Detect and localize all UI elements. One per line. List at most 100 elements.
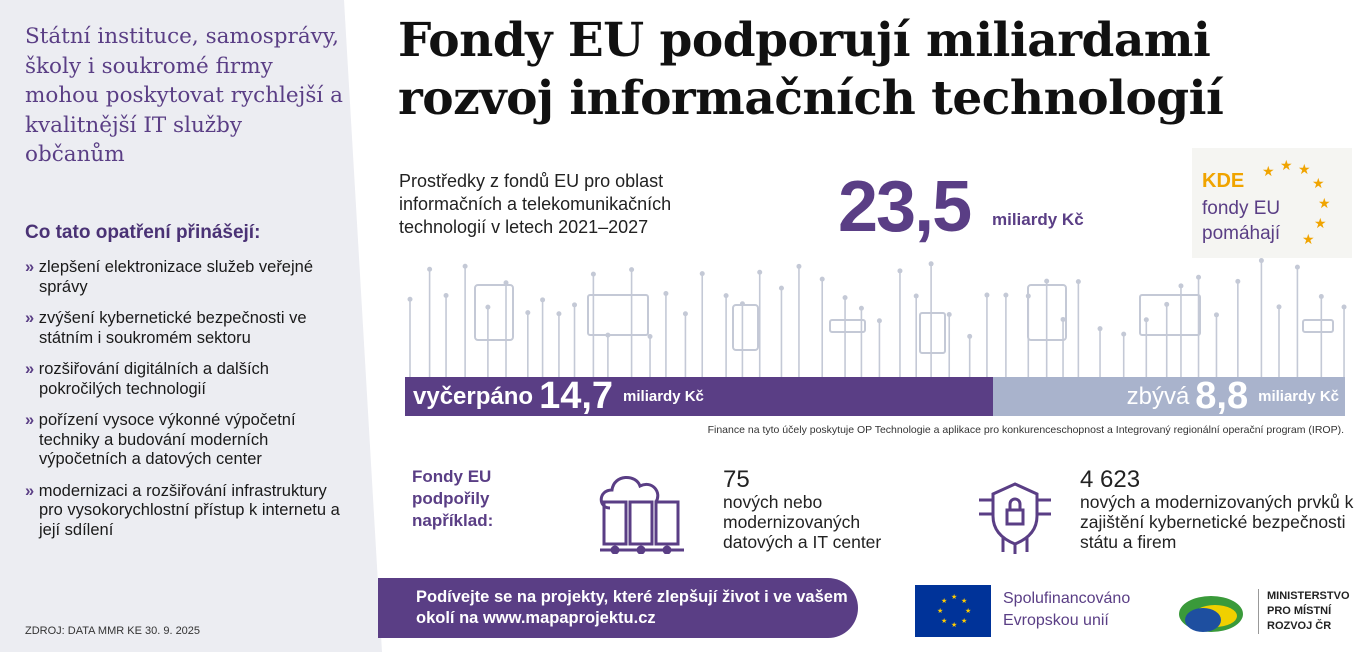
circuit-node xyxy=(1060,316,1066,322)
circuit-node xyxy=(663,291,669,297)
circuit-node xyxy=(605,332,611,338)
stat-value: 4 623 xyxy=(1080,466,1141,493)
circuit-node xyxy=(1121,331,1127,337)
eu-cofinanced-text: Spolufinancováno Evropskou unií xyxy=(1003,590,1131,629)
circuit-node xyxy=(739,301,745,307)
spent-bar: vyčerpáno 14,7 miliardy Kč xyxy=(405,375,993,417)
circuit-node xyxy=(1318,294,1324,300)
benefit-item: modernizaci a rozšiřování infrastruktury… xyxy=(25,482,345,541)
mmr-logo-icon xyxy=(1179,596,1243,632)
laptop-icon xyxy=(1139,294,1201,336)
kde-fondy-logo: KDE fondy EU pomáhají ★ ★ ★ ★ ★ ★ ★ xyxy=(1192,148,1352,258)
circuit-node xyxy=(1341,304,1347,310)
financing-note: Finance na tyto účely poskytuje OP Techn… xyxy=(707,424,1344,436)
logo-line: KDE xyxy=(1202,170,1245,192)
circuit-node xyxy=(590,271,596,277)
circuit-node xyxy=(682,311,688,317)
remaining-label: zbývá xyxy=(1126,382,1190,410)
source-note: ZDROJ: DATA MMR KE 30. 9. 2025 xyxy=(25,625,201,637)
circuit-node xyxy=(967,333,973,339)
circuit-node xyxy=(946,311,952,317)
circuit-node xyxy=(897,268,903,274)
circuit-node xyxy=(984,292,990,298)
svg-text:★: ★ xyxy=(951,593,957,601)
circuit-node xyxy=(858,305,864,311)
benefit-item: rozšiřování digitálních a dalších pokroč… xyxy=(25,360,345,399)
stat-text: nových nebo modernizovaných datových a I… xyxy=(723,492,882,552)
main-title: Fondy EU podporují miliardami rozvoj inf… xyxy=(398,13,1224,126)
circuit-node xyxy=(723,293,729,299)
circuit-node xyxy=(1294,264,1300,270)
circuit-node xyxy=(525,310,531,316)
circuit-node xyxy=(1164,301,1170,307)
svg-text:★: ★ xyxy=(1298,161,1311,177)
circuit-node xyxy=(647,333,653,339)
cyber-security-icon xyxy=(979,482,1051,554)
svg-text:★: ★ xyxy=(937,607,943,615)
router-icon xyxy=(1302,319,1334,333)
spent-value: 14,7 xyxy=(539,375,614,417)
examples-label: Fondy EU podpořily například: xyxy=(412,467,494,530)
device-icon xyxy=(919,312,946,354)
lead-text: Státní instituce, samosprávy, školy i so… xyxy=(25,24,343,167)
circuit-node xyxy=(503,280,509,286)
mapaprojektu-link[interactable]: www.mapaprojektu.cz xyxy=(482,609,656,627)
circuit-node xyxy=(1178,283,1184,289)
svg-text:★: ★ xyxy=(951,621,957,629)
circuit-node xyxy=(1213,312,1219,318)
svg-text:★: ★ xyxy=(1314,215,1327,231)
cta-banner: Podívejte se na projekty, které zlepšují… xyxy=(378,578,858,638)
circuit-node xyxy=(1075,279,1081,285)
funding-description: Prostředky z fondů EU pro oblast informa… xyxy=(399,171,672,237)
circuit-node xyxy=(1044,278,1050,284)
circuit-node xyxy=(1276,304,1282,310)
phone-icon xyxy=(732,304,759,351)
circuit-node xyxy=(485,304,491,310)
circuit-node xyxy=(842,295,848,301)
svg-text:★: ★ xyxy=(1280,157,1293,173)
benefit-item: pořízení vysoce výkonné výpočetní techni… xyxy=(25,411,345,470)
circuit-node xyxy=(1196,274,1202,280)
circuit-node xyxy=(1143,317,1149,323)
stat-text: nových a modernizovaných prvků k zajiště… xyxy=(1080,492,1354,552)
svg-text:★: ★ xyxy=(1262,163,1275,179)
mmr-text: MINISTERSTVO PRO MÍSTNÍ ROZVOJ ČR xyxy=(1258,589,1358,634)
circuit-node xyxy=(572,302,578,308)
circuit-node xyxy=(462,263,468,269)
svg-text:★: ★ xyxy=(1312,175,1325,191)
circuit-node xyxy=(819,276,825,282)
circuit-node xyxy=(540,297,546,303)
spent-label: vyčerpáno xyxy=(413,382,534,410)
circuit-node xyxy=(443,292,449,298)
svg-text:★: ★ xyxy=(961,597,967,605)
remaining-unit: miliardy Kč xyxy=(1258,388,1339,405)
circuit-node xyxy=(1003,292,1009,298)
laptop-icon xyxy=(587,294,649,336)
remaining-bar: zbývá 8,8 miliardy Kč xyxy=(993,375,1345,417)
cta-text: Podívejte se na projekty, které zlepšují… xyxy=(416,588,848,627)
benefits-heading: Co tato opatření přinášejí: xyxy=(25,222,261,243)
svg-text:★: ★ xyxy=(965,607,971,615)
circuit-node xyxy=(556,311,562,317)
logo-line: fondy EU xyxy=(1202,198,1281,219)
spent-unit: miliardy Kč xyxy=(623,388,704,405)
circuit-node xyxy=(757,269,763,275)
stat-value: 75 xyxy=(723,466,750,493)
router-icon xyxy=(829,319,866,333)
funding-total: 23,5 xyxy=(838,167,972,247)
circuit-node xyxy=(1097,326,1103,332)
benefits-list: zlepšení elektronizace služeb veřejné sp… xyxy=(25,258,345,552)
circuit-node xyxy=(928,261,934,267)
circuit-node xyxy=(778,285,784,291)
circuit-node xyxy=(876,318,882,324)
circuit-node xyxy=(407,296,413,302)
svg-text:★: ★ xyxy=(1302,231,1315,247)
circuit-node xyxy=(1235,278,1241,284)
circuit-node xyxy=(699,271,705,277)
tablet-icon xyxy=(474,284,514,341)
benefit-item: zlepšení elektronizace služeb veřejné sp… xyxy=(25,258,345,297)
circuit-node xyxy=(796,263,802,269)
data-center-icon xyxy=(599,476,684,554)
eu-stars-icon: ★ ★ ★★★★★ xyxy=(1262,157,1331,247)
circuit-node xyxy=(1025,293,1031,299)
